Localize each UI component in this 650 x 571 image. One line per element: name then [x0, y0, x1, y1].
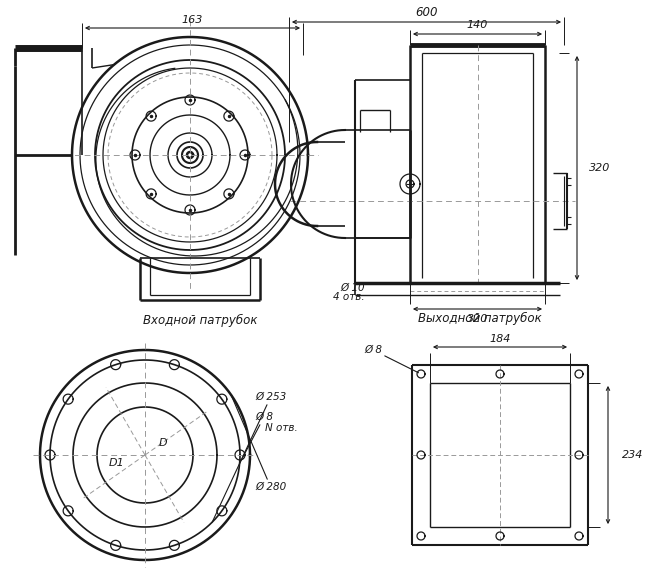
Text: Входной патрубок: Входной патрубок [143, 313, 257, 327]
Text: D1: D1 [109, 458, 125, 468]
Text: Ø 280: Ø 280 [231, 395, 286, 492]
Text: Ø 8: Ø 8 [364, 345, 419, 373]
Text: 163: 163 [182, 15, 203, 25]
Text: Выходной патрубок: Выходной патрубок [418, 311, 542, 324]
Text: 184: 184 [489, 334, 511, 344]
Text: N отв.: N отв. [265, 423, 298, 433]
Text: 234: 234 [622, 450, 644, 460]
Text: Ø 8: Ø 8 [240, 412, 273, 463]
Text: Ø 253: Ø 253 [212, 392, 286, 522]
Text: Ø 10: Ø 10 [341, 283, 365, 293]
Text: D: D [159, 438, 167, 448]
Text: 320: 320 [589, 163, 610, 173]
Text: 600: 600 [415, 6, 437, 19]
Text: 140: 140 [467, 20, 488, 30]
Text: 320: 320 [467, 314, 488, 324]
Text: 4 отв.: 4 отв. [333, 292, 365, 302]
